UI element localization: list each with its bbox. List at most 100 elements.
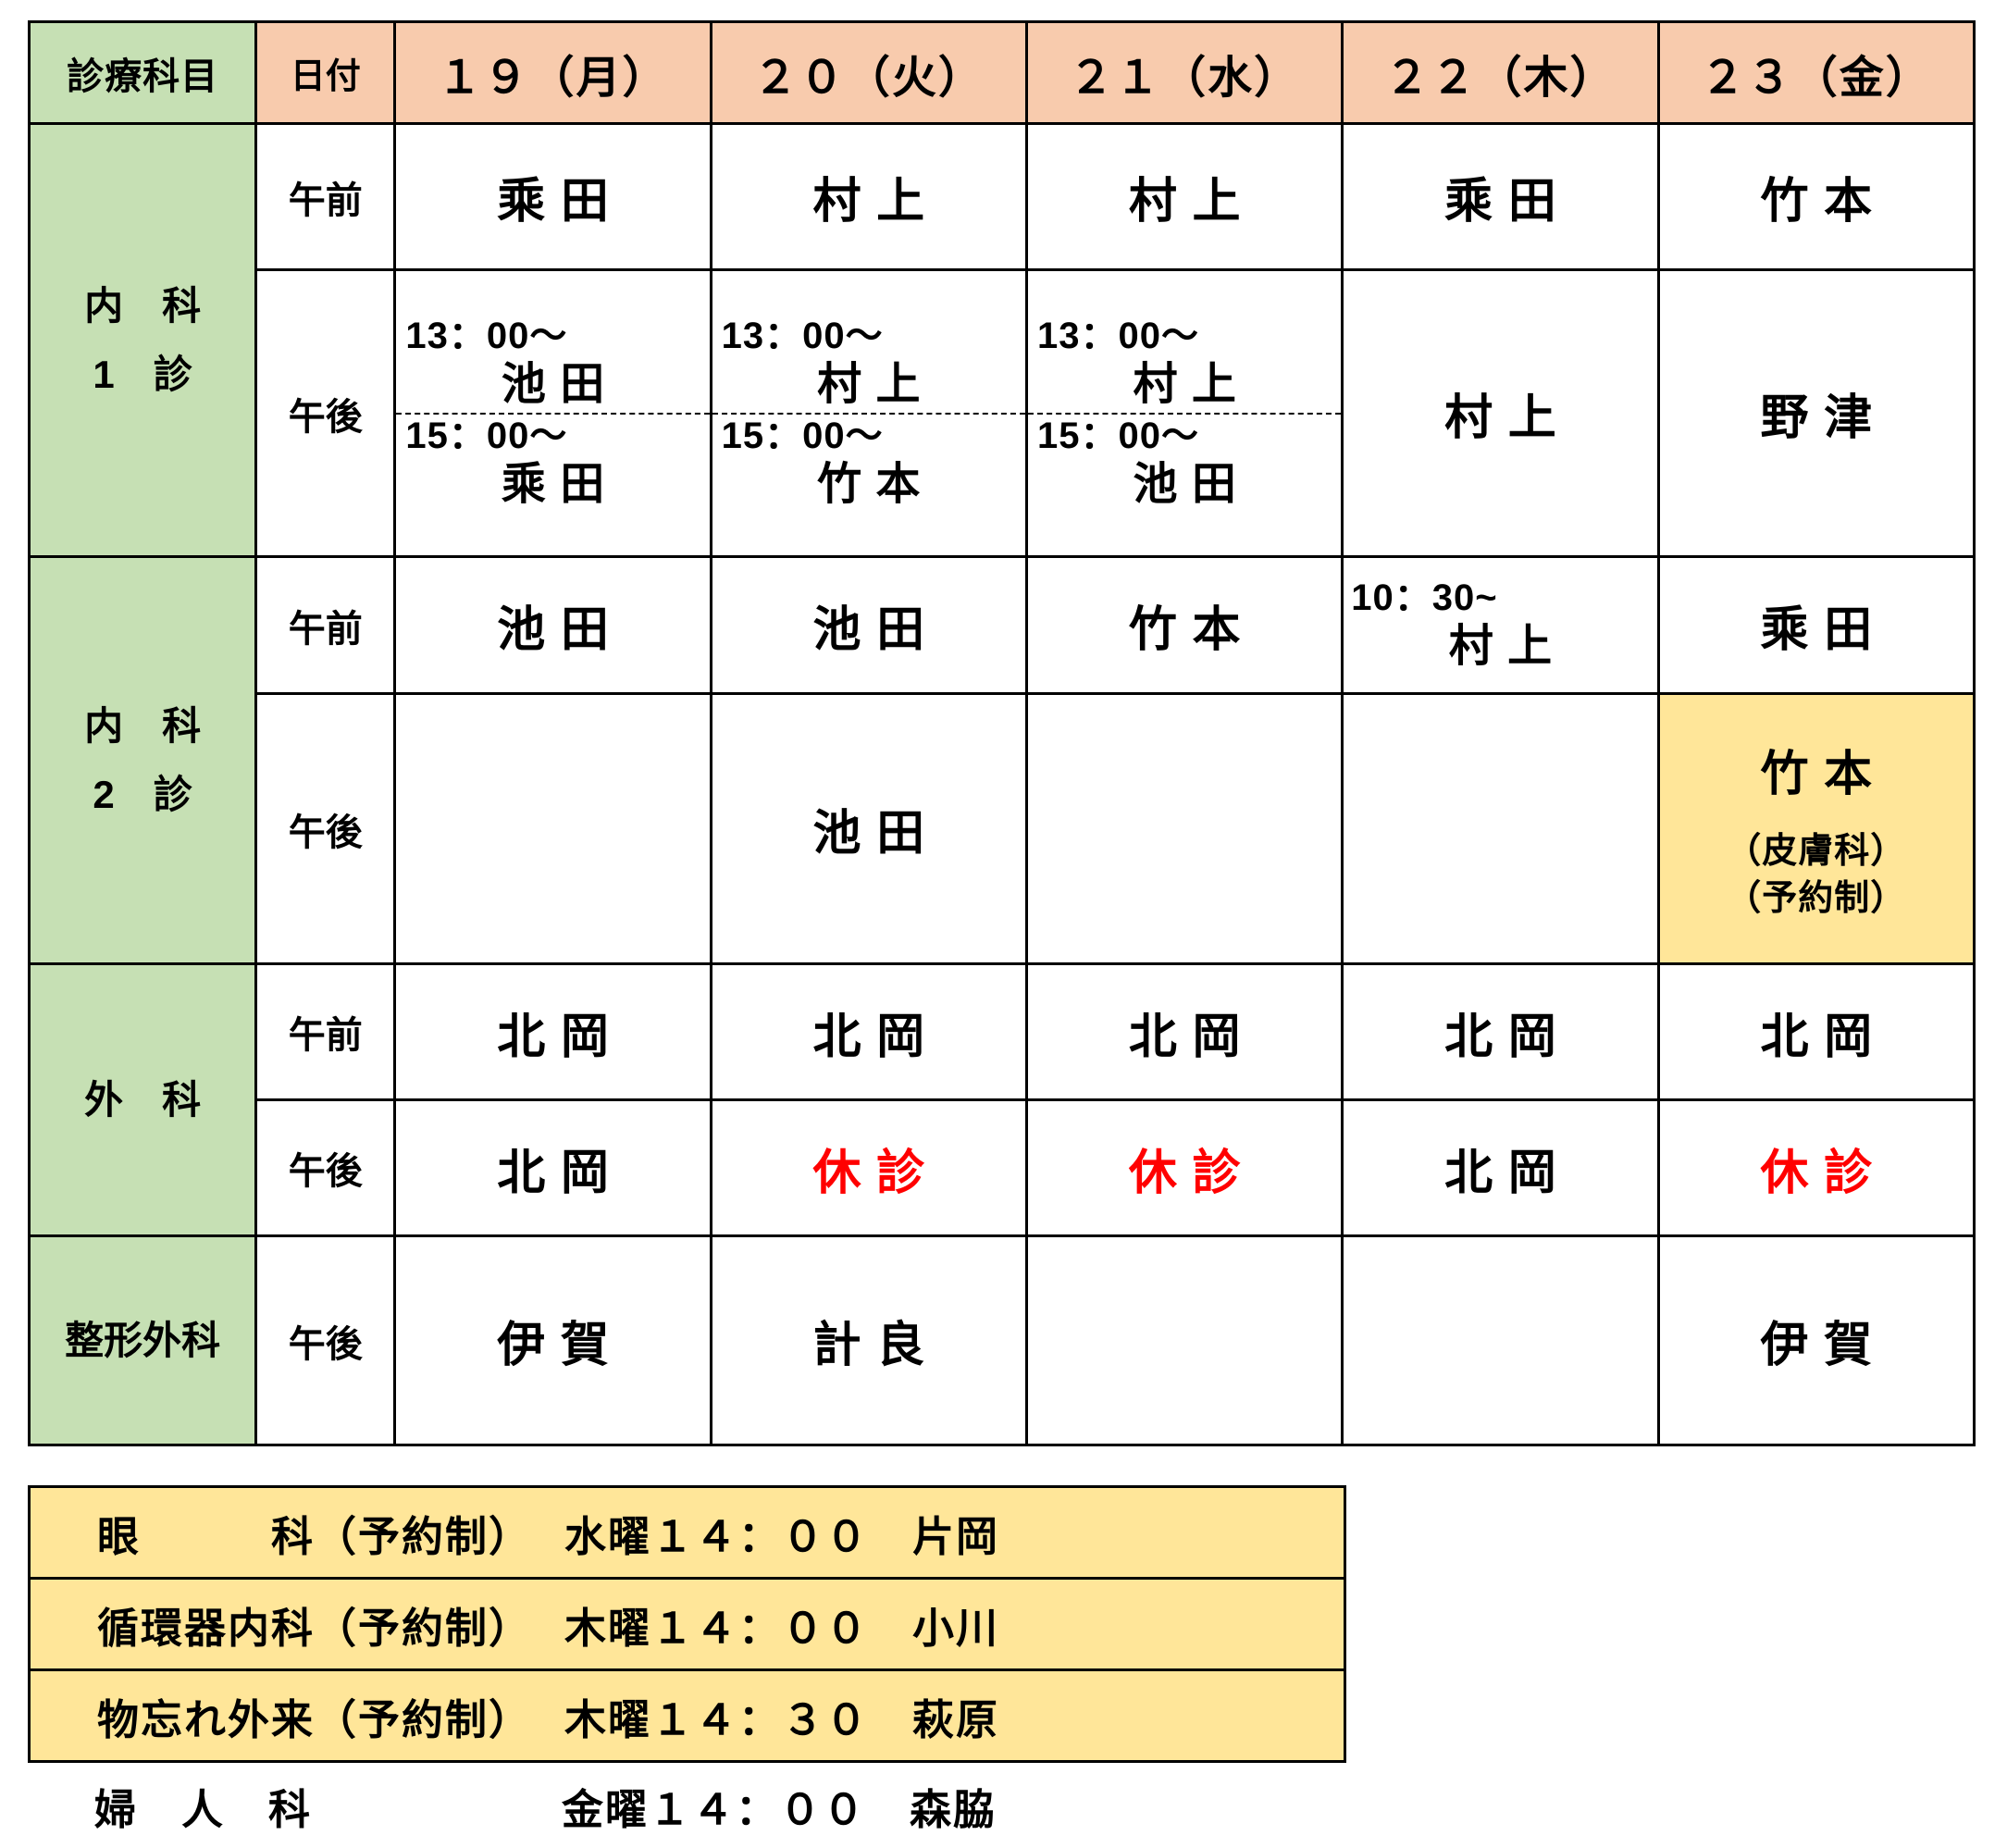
cell-geka-pm-wed-closed: 休診 — [1024, 1098, 1344, 1237]
note-row-memory-clinic: 物忘れ外来（予約制） 木曜１４：３０ 萩原 — [31, 1668, 1344, 1760]
cell-naika2-pm-mon — [393, 692, 712, 965]
naika1-pm-tue-time1: 13：00～ — [721, 315, 884, 356]
naika2-pm-row: 午後 池田 竹本 （皮膚科） （予約制） — [30, 692, 1976, 965]
header-date: 日付 — [254, 20, 397, 125]
cell-seikei-pm-tue: 計良 — [709, 1234, 1028, 1446]
seikei-pm-label: 午後 — [254, 1234, 397, 1446]
naika1-am-label: 午前 — [254, 122, 397, 271]
dept-naika1-line1: 内 科 — [84, 284, 202, 328]
naika2-pm-fri-note1: （皮膚科） — [1726, 831, 1907, 871]
note-schedule: 木曜１４：３０ 萩原 — [564, 1695, 1000, 1743]
note-dept: 循環器内科（予約制） — [97, 1604, 533, 1652]
naika2-am-label: 午前 — [254, 555, 397, 695]
schedule-table: 診療科目 日付 １９（月） ２０（火） ２１（水） ２２（木） ２３（金） 内 … — [27, 20, 1976, 1446]
geka-pm-row: 午後 北岡 休診 休診 北岡 休診 — [30, 1098, 1976, 1237]
cell-seikei-pm-thu — [1341, 1234, 1660, 1446]
naika2-am-thu-time: 10：30~ — [1351, 577, 1498, 618]
cell-naika1-pm-wed: 13：00～ 村上 15：00～ 池田 — [1024, 268, 1344, 558]
naika1-pm-mon-doctor1: 池田 — [501, 359, 619, 409]
naika1-am-row: 内 科 1 診 午前 乘田 村上 村上 乘田 竹本 — [27, 122, 1976, 558]
header-day-mon: １９（月） — [393, 20, 712, 125]
cell-naika2-pm-tue: 池田 — [709, 692, 1028, 965]
cell-geka-am-fri: 北岡 — [1656, 962, 1976, 1101]
dept-naika1: 内 科 1 診 — [27, 122, 258, 558]
naika2-am-thu-doctor: 村上 — [1448, 621, 1567, 671]
naika1-pm-wed-time2: 15：00～ — [1036, 415, 1199, 456]
note-dept: 物忘れ外来（予約制） — [97, 1695, 533, 1743]
cell-geka-am-thu: 北岡 — [1341, 962, 1660, 1101]
naika1-pm-label: 午後 — [254, 268, 397, 558]
cell-naika1-am-mon: 乘田 — [393, 122, 712, 271]
note-dept: 婦 人 科 — [94, 1785, 313, 1833]
naika1-pm-mon-doctor2: 乘田 — [501, 459, 619, 509]
cell-naika2-am-mon: 池田 — [393, 555, 712, 695]
cell-geka-pm-fri-closed: 休診 — [1656, 1098, 1976, 1237]
note-schedule: 水曜１４：００ 片岡 — [564, 1512, 1000, 1560]
cell-naika2-pm-thu — [1341, 692, 1660, 965]
naika1-pm-tue-time2: 15：00～ — [721, 415, 884, 456]
naika1-pm-tue-doctor1: 村上 — [817, 359, 935, 409]
special-clinics-box: 眼 科（予約制） 水曜１４：００ 片岡 循環器内科（予約制） 木曜１４：００ 小… — [28, 1485, 1346, 1763]
dept-naika1-line2: 1 診 — [93, 352, 192, 396]
geka-am-label: 午前 — [254, 962, 397, 1101]
naika2-pm-label: 午後 — [254, 692, 397, 965]
dept-naika2-line2: 2 診 — [93, 772, 192, 816]
cell-naika1-pm-mon: 13：00～ 池田 15：00～ 乘田 — [393, 268, 712, 558]
cell-seikei-pm-wed — [1024, 1234, 1344, 1446]
cell-naika1-pm-tue: 13：00～ 村上 15：00～ 竹本 — [709, 268, 1028, 558]
header-day-tue: ２０（火） — [709, 20, 1028, 125]
naika1-pm-wed-time1: 13：00～ — [1036, 315, 1199, 356]
cell-naika2-am-thu: 10：30~ 村上 — [1341, 555, 1660, 695]
naika1-pm-wed-doctor1: 村上 — [1133, 359, 1251, 409]
cell-naika2-pm-wed — [1024, 692, 1344, 965]
note-row-gynecology: 婦 人 科 金曜１４：００ 森脇 — [28, 1763, 1346, 1848]
cell-naika2-am-tue: 池田 — [709, 555, 1028, 695]
seikei-pm-row: 整形外科 午後 伊賀 計良 伊賀 — [27, 1234, 1976, 1446]
dept-geka: 外 科 — [27, 962, 258, 1237]
naika1-pm-row: 午後 13：00～ 池田 15：00～ 乘田 13：00～ — [30, 268, 1976, 558]
cell-naika1-pm-fri: 野津 — [1656, 268, 1976, 558]
header-row: 診療科目 日付 １９（月） ２０（火） ２１（水） ２２（木） ２３（金） — [27, 20, 1976, 125]
naika2-pm-fri-doctor: 竹本 — [1760, 747, 1888, 801]
dept-naika2-line1: 内 科 — [84, 704, 202, 748]
cell-seikei-pm-mon: 伊賀 — [393, 1234, 712, 1446]
header-day-thu: ２２（木） — [1341, 20, 1660, 125]
cell-geka-am-mon: 北岡 — [393, 962, 712, 1101]
naika2-am-row: 内 科 2 診 午前 池田 池田 竹本 10：30~ 村上 乘田 — [27, 555, 1976, 965]
naika1-pm-mon-time2: 15：00～ — [405, 415, 568, 456]
naika1-pm-mon-time1: 13：00～ — [405, 315, 568, 356]
cell-seikei-pm-fri: 伊賀 — [1656, 1234, 1976, 1446]
header-day-wed: ２１（水） — [1024, 20, 1344, 125]
cell-naika1-am-wed: 村上 — [1024, 122, 1344, 271]
note-row-ophthalmology: 眼 科（予約制） 水曜１４：００ 片岡 — [31, 1488, 1344, 1577]
cell-geka-pm-mon: 北岡 — [393, 1098, 712, 1237]
note-row-cardiology: 循環器内科（予約制） 木曜１４：００ 小川 — [31, 1577, 1344, 1668]
special-clinics-section: 眼 科（予約制） 水曜１４：００ 片岡 循環器内科（予約制） 木曜１４：００ 小… — [28, 1485, 1346, 1848]
naika1-pm-tue-doctor2: 竹本 — [817, 459, 935, 509]
cell-geka-am-tue: 北岡 — [709, 962, 1028, 1101]
header-department: 診療科目 — [27, 20, 258, 125]
naika1-pm-wed-doctor2: 池田 — [1133, 459, 1251, 509]
cell-naika1-am-tue: 村上 — [709, 122, 1028, 271]
note-schedule: 木曜１４：００ 小川 — [564, 1604, 1000, 1652]
naika2-pm-fri-note2: （予約制） — [1726, 879, 1907, 918]
dept-seikei: 整形外科 — [27, 1234, 258, 1446]
dept-naika2: 内 科 2 診 — [27, 555, 258, 965]
cell-naika1-am-thu: 乘田 — [1341, 122, 1660, 271]
note-schedule: 金曜１４：００ 森脇 — [562, 1785, 997, 1833]
cell-naika2-pm-fri: 竹本 （皮膚科） （予約制） — [1656, 692, 1976, 965]
cell-naika2-am-fri: 乘田 — [1656, 555, 1976, 695]
cell-naika1-pm-thu: 村上 — [1341, 268, 1660, 558]
cell-naika1-am-fri: 竹本 — [1656, 122, 1976, 271]
cell-geka-pm-thu: 北岡 — [1341, 1098, 1660, 1237]
cell-geka-pm-tue-closed: 休診 — [709, 1098, 1028, 1237]
cell-naika2-am-wed: 竹本 — [1024, 555, 1344, 695]
geka-pm-label: 午後 — [254, 1098, 397, 1237]
geka-am-row: 外 科 午前 北岡 北岡 北岡 北岡 北岡 — [27, 962, 1976, 1237]
header-day-fri: ２３（金） — [1656, 20, 1976, 125]
dept-geka-label: 外 科 — [84, 1077, 202, 1122]
cell-geka-am-wed: 北岡 — [1024, 962, 1344, 1101]
dept-seikei-label: 整形外科 — [65, 1318, 221, 1362]
note-dept: 眼 科（予約制） — [97, 1512, 533, 1560]
